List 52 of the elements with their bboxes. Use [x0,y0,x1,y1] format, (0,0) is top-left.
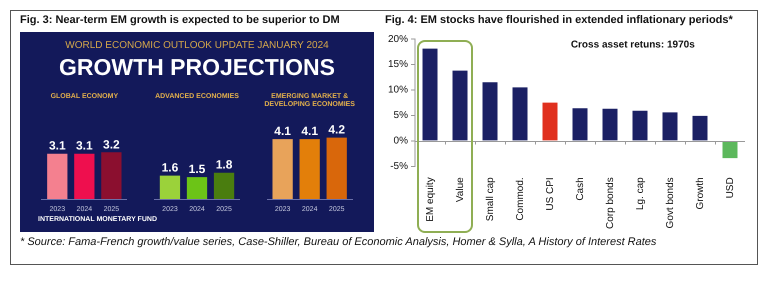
bar [272,139,293,199]
x-tick-label: US CPI [544,177,556,211]
y-tick-label: 20% [388,34,408,45]
chart-title: Fig. 3: Near-term EM growth is expected to be superior to DM [20,14,340,26]
x-tick-label: Govt bonds [664,177,676,228]
bar [300,139,320,199]
x-tick-label: Value [454,176,466,202]
y-tick-label: -5% [390,161,408,172]
y-tick-label: 0% [394,136,408,147]
data-label: 1.6 [162,160,179,175]
bar [722,141,738,158]
bar [542,102,558,140]
bar [512,87,528,140]
data-label: 3.1 [48,138,66,153]
chart-title: Fig. 4: EM stocks have flourished in extended inflationary periods* [385,14,733,26]
x-tick-label: Lg. cap [634,176,646,210]
bar [482,82,498,140]
text: * Source: Fama-French growth/value series, Case-Shiller, Bureau of Economic Analysis, Homer & Sylla, A History of Interest Rates [20,236,658,249]
bar [214,172,234,199]
bar [101,152,122,199]
x-tick-label: Commod. [514,177,526,221]
x-tick-label: Cash [574,177,586,201]
data-label: 3.1 [76,138,93,153]
text: GROWTH PROJECTIONS [58,54,336,81]
bar [602,108,618,140]
bar [47,154,68,199]
bar [692,116,708,140]
bar [422,48,438,140]
bar [326,138,347,199]
x-tick-label: Small cap [484,176,496,222]
data-label: 4.1 [274,124,292,138]
chart-subtitle: WORLD ECONOMIC OUTLOOK UPDATE JANUARY 2024 [64,40,330,51]
y-tick-label: 10% [388,84,408,96]
data-label: 3.2 [103,137,120,152]
data-label: 1.5 [188,162,206,176]
data-label: 4.1 [301,124,318,138]
bar [160,176,180,199]
bar [186,177,208,199]
x-tick-label: USD [724,177,736,198]
bar [74,154,94,199]
bar [572,108,588,140]
y-tick-label: 5% [394,110,408,122]
y-tick-label: 15% [388,59,408,70]
annotation: Cross asset retuns: 1970s [570,40,696,51]
x-tick-label: Corp bonds [604,177,616,230]
data-label: 4.2 [328,122,346,137]
data-label: 1.8 [216,158,233,172]
bar [632,110,648,140]
bar [662,112,678,140]
x-tick-label: Growth [694,177,706,210]
x-tick-label: EM equity [424,177,436,222]
bar [452,70,468,140]
